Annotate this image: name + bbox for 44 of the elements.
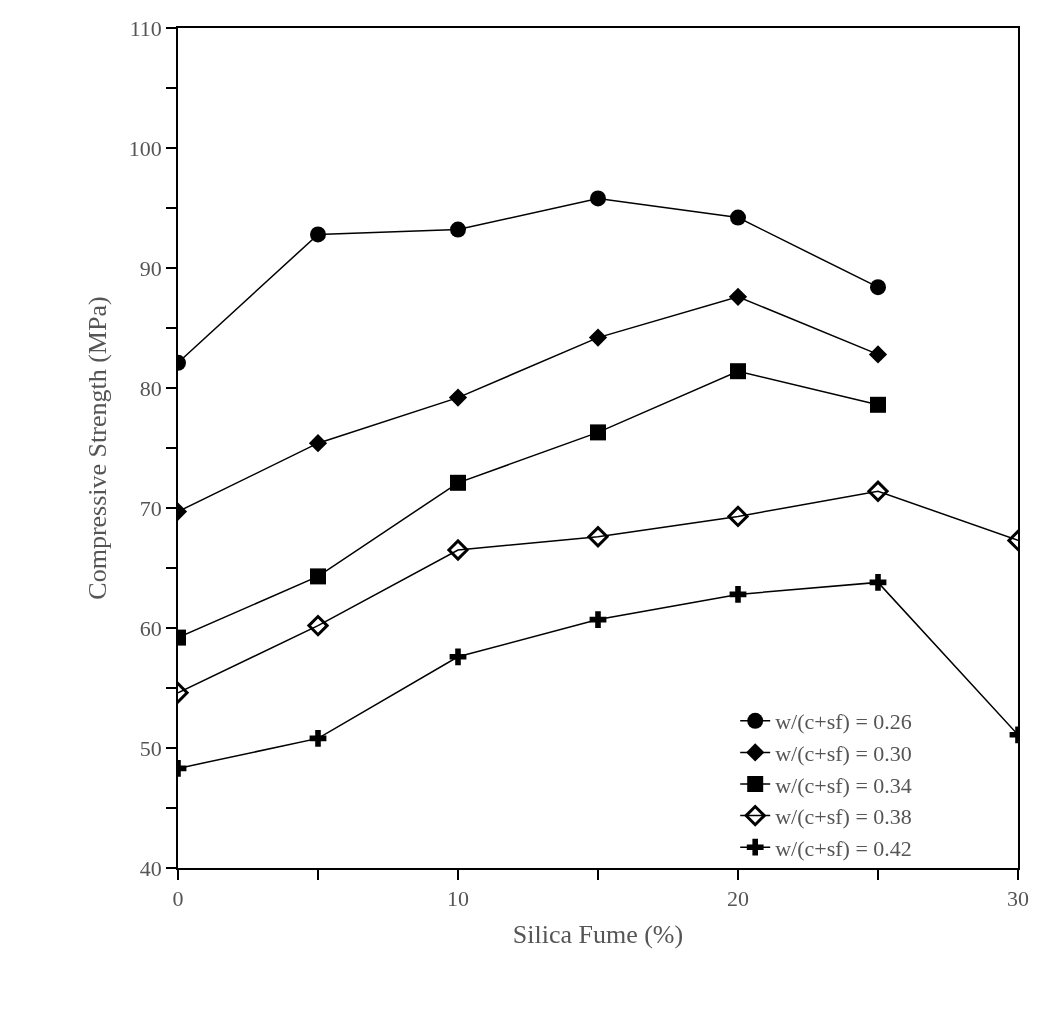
x-tick-label: 30: [1007, 886, 1029, 912]
point: [588, 328, 608, 347]
legend-label: w/(c+sf) = 0.26: [775, 709, 912, 735]
point: [870, 279, 886, 296]
y-tick-label: 70: [139, 495, 162, 521]
point: [308, 434, 328, 453]
y-tick-label: 110: [129, 15, 162, 41]
point: [589, 611, 607, 628]
point: [727, 505, 749, 527]
point: [867, 480, 889, 502]
point: [587, 526, 609, 548]
point: [310, 568, 326, 585]
point: [449, 648, 467, 666]
x-tick-label: 0: [172, 886, 184, 912]
y-tick-label: 90: [139, 255, 162, 281]
point: [868, 345, 888, 364]
y-tick-label: 50: [139, 735, 162, 761]
point: [729, 586, 747, 603]
point: [448, 388, 468, 407]
point: [450, 474, 466, 491]
point: [310, 226, 326, 243]
point: [309, 730, 327, 747]
y-tick-label: 60: [139, 615, 162, 641]
legend-label: w/(c+sf) = 0.34: [775, 772, 912, 798]
x-tick-label: 10: [447, 886, 469, 912]
point: [730, 363, 746, 380]
point: [450, 221, 466, 238]
legend-label: w/(c+sf) = 0.42: [775, 835, 912, 861]
legend-label: w/(c+sf) = 0.30: [775, 740, 912, 766]
point: [869, 574, 887, 591]
point: [728, 287, 748, 306]
legend-label: w/(c+sf) = 0.38: [775, 804, 912, 830]
point: [447, 539, 469, 561]
point: [730, 209, 746, 226]
point: [590, 424, 606, 441]
y-axis-title: Compressive Strength (MPa): [82, 296, 112, 600]
point: [870, 396, 886, 413]
point: [307, 615, 329, 637]
x-tick-label: 20: [727, 886, 749, 912]
y-tick-label: 40: [139, 855, 162, 881]
y-tick-label: 100: [128, 135, 162, 161]
point: [590, 190, 606, 207]
x-axis-title: Silica Fume (%): [512, 920, 684, 950]
y-tick-label: 80: [139, 375, 162, 401]
